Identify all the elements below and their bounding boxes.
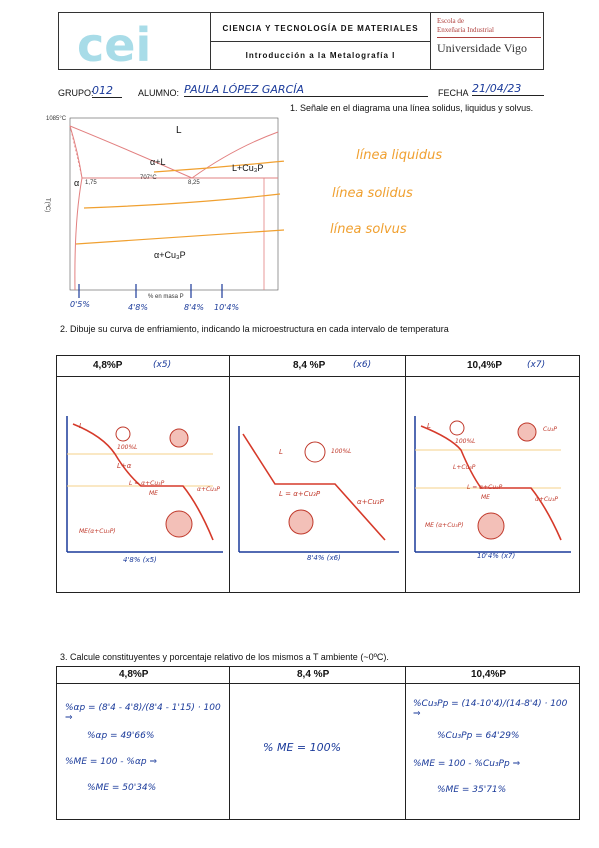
q2a-l-alpha: L+α bbox=[117, 462, 132, 470]
q2c-me: ME bbox=[481, 494, 490, 501]
header-table: cei CIENCIA Y TECNOLOGÍA DE MATERIALES I… bbox=[58, 12, 545, 72]
q2c-me-mix: ME (α+Cu₃P) bbox=[425, 522, 464, 529]
fecha-value: 21/04/23 bbox=[472, 82, 544, 96]
alumno-value: PAULA LÓPEZ GARCÍA bbox=[184, 83, 428, 97]
annotation-liquidus: línea liquidus bbox=[356, 148, 443, 163]
q3a-line2: %αp = 49'66% bbox=[87, 731, 155, 741]
school-line1: Escola de bbox=[437, 17, 465, 25]
q2a-me: ME bbox=[149, 490, 158, 497]
svg-text:cei: cei bbox=[77, 18, 151, 69]
q3b-line1: % ME = 100% bbox=[263, 741, 342, 754]
q2b-alpha-cu3p: α+Cu₃P bbox=[357, 498, 384, 506]
university-name: Universidade Vigo bbox=[437, 41, 528, 55]
q3-title-104: 10,4%P bbox=[471, 669, 507, 680]
annotation-solidus: línea solidus bbox=[332, 186, 413, 201]
q2b-caption: 8'4% (x6) bbox=[307, 554, 341, 562]
cooling-curve-48 bbox=[66, 416, 223, 553]
q2b-eutectic: L = α+Cu₃P bbox=[279, 490, 321, 498]
q2c-cu3p: Cu₃P bbox=[543, 426, 558, 433]
q2c-l: L bbox=[427, 422, 431, 430]
liquidus-arrow bbox=[153, 160, 284, 173]
q2b-100l: 100%L bbox=[331, 448, 352, 455]
alumno-label: ALUMNO: bbox=[138, 88, 180, 98]
grupo-value: 012 bbox=[92, 84, 122, 98]
cooling-curve-104 bbox=[414, 416, 571, 553]
q2a-me-mix: ME(α+Cu₃P) bbox=[79, 528, 116, 535]
q2-title-84: 8,4 %P bbox=[293, 360, 326, 371]
question-3: 3. Calcule constituyentes y porcentaje r… bbox=[60, 652, 389, 662]
mark-48: 4'8% bbox=[128, 303, 148, 312]
header-center: CIENCIA Y TECNOLOGÍA DE MATERIALES Intro… bbox=[211, 13, 431, 69]
q2a-eutectic: L = α+Cu₃P bbox=[129, 480, 165, 487]
course-title: CIENCIA Y TECNOLOGÍA DE MATERIALES bbox=[222, 24, 419, 33]
solvus-arrow bbox=[75, 229, 284, 245]
fecha-label: FECHA bbox=[438, 88, 469, 98]
q2a-alpha-cu3p: α+Cu₃P bbox=[197, 486, 220, 493]
x-axis-label: % en masa P bbox=[148, 294, 184, 300]
q3-title-48: 4,8%P bbox=[119, 669, 149, 680]
region-l-cu3p: L+Cu₃P bbox=[232, 163, 264, 173]
q3-table: 4,8%P 8,4 %P 10,4%P %αp = (8'4 - 4'8)/(8… bbox=[56, 666, 580, 820]
y-axis-label: T(ºC) bbox=[44, 198, 50, 213]
region-alpha-cu3p: α+Cu₃P bbox=[154, 250, 186, 260]
mark-05: 0'5% bbox=[70, 300, 90, 309]
question-1: 1. Señale en el diagrama una línea solid… bbox=[290, 103, 534, 113]
mark-104: 10'4% bbox=[214, 303, 240, 312]
q2a-100l: 100%L bbox=[117, 444, 138, 451]
mark-84: 8'4% bbox=[184, 303, 204, 312]
q2-tag-104: (x7) bbox=[527, 360, 546, 370]
q3c-line2: %Cu₃Pp = 64'29% bbox=[437, 731, 520, 741]
q2c-alpha-cu3p: α+Cu₃P bbox=[535, 496, 558, 503]
temp-1085: 1085°C bbox=[46, 116, 67, 122]
q3a-line4: %ME = 50'34% bbox=[87, 783, 157, 793]
practice-title: Introducción a la Metalografía I bbox=[245, 51, 396, 60]
temp-707: 707°C bbox=[140, 175, 157, 181]
q2-tag-84: (x6) bbox=[353, 360, 372, 370]
q2c-eutectic: L = α+Cu₃P bbox=[467, 484, 503, 491]
annotation-solvus: línea solvus bbox=[330, 222, 407, 237]
q3-title-84: 8,4 %P bbox=[297, 669, 330, 680]
q2-title-104: 10,4%P bbox=[467, 360, 503, 371]
region-l: L bbox=[176, 125, 182, 136]
q2c-100l: 100%L bbox=[455, 438, 476, 445]
school-line2: Enxeñaría Industrial bbox=[437, 26, 494, 34]
q2a-l: L bbox=[79, 422, 83, 430]
comp-825: 8,25 bbox=[188, 180, 200, 186]
cooling-curve-84 bbox=[238, 426, 399, 553]
q2b-l: L bbox=[279, 448, 283, 456]
region-alpha: α bbox=[74, 178, 80, 188]
q2c-l-cu3p: L+Cu₃P bbox=[453, 464, 476, 471]
q2a-caption: 4'8% (x5) bbox=[123, 556, 157, 564]
q2-title-48: 4,8%P bbox=[93, 360, 123, 371]
q3c-line4: %ME = 35'71% bbox=[437, 785, 507, 795]
q3a-line1: %αp = (8'4 - 4'8)/(8'4 - 1'15) · 100 ⇒ bbox=[65, 703, 221, 723]
comp-175: 1,75 bbox=[85, 180, 97, 186]
cei-logo-icon: cei bbox=[77, 18, 151, 72]
university-logo: Escola de Enxeñaría Industrial Universid… bbox=[431, 13, 545, 69]
q3c-line3: %ME = 100 - %Cu₃Pp ⇒ bbox=[413, 759, 521, 769]
cu-p-phase-diagram bbox=[69, 117, 284, 298]
q3a-line3: %ME = 100 - %αp ⇒ bbox=[65, 757, 158, 767]
grupo-label: GRUPO: bbox=[58, 88, 94, 98]
region-alpha-l: α+L bbox=[150, 157, 166, 167]
q3c-line1: %Cu₃Pp = (14-10'4)/(14-8'4) · 100 ⇒ bbox=[413, 699, 568, 719]
question-2: 2. Dibuje su curva de enfriamiento, indi… bbox=[60, 324, 449, 334]
q2c-caption: 10'4% (x7) bbox=[477, 552, 516, 560]
cei-logo: cei bbox=[59, 13, 211, 72]
q2-tag-48: (x5) bbox=[153, 360, 172, 370]
q2-table: 4,8%P (x5) 8,4 %P (x6) 10,4%P (x7) L 100… bbox=[56, 355, 580, 593]
solidus-arrow bbox=[83, 193, 281, 209]
